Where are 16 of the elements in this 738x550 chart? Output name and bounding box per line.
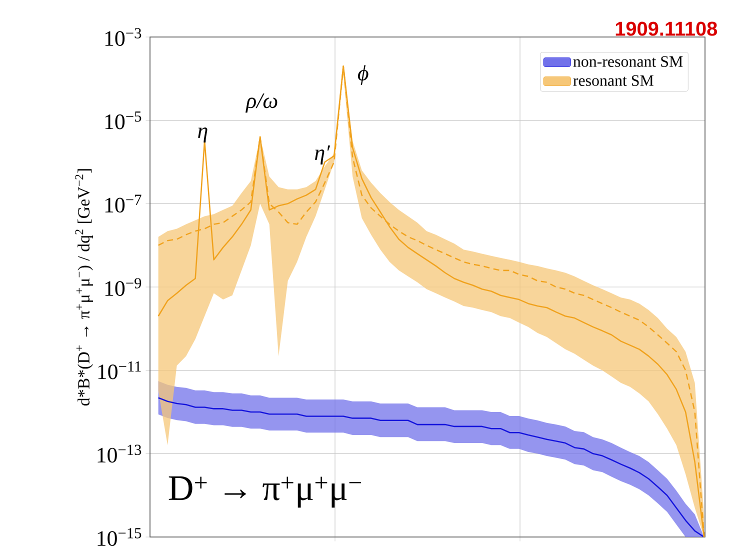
text: 1909.11108 — [616, 22, 718, 36]
y-tick-label: 10$^{−3}$ — [105, 28, 142, 46]
y-tick-label: 10$^{−7}$ — [105, 194, 142, 213]
y-tick-label: 10$^{−5}$ — [105, 111, 142, 130]
legend-label: resonant SM — [573, 75, 654, 86]
text: d*B*(D$^{+}$ → π$^{+}$μ$^{+}$μ$^{−}$) / dq$^{2}$ [GeV$^{−2}$] — [75, 169, 93, 406]
annotation: ϕ — [358, 65, 368, 85]
y-tick-label: 10$^{−9}$ — [105, 278, 142, 296]
y-tick-label: 10$^{−13}$ — [98, 444, 142, 463]
annotation: η′ — [315, 145, 330, 165]
annotation: η — [198, 128, 208, 142]
annotation: ρ/ω — [246, 93, 278, 113]
y-tick-label: 10$^{−11}$ — [98, 361, 141, 380]
y-tick-label: 10$^{−15}$ — [98, 528, 142, 546]
legend-label: non-resonant SM — [573, 56, 683, 67]
annotation: D$^{+}$ → π$^{+}$μ$^{+}$μ$^{−}$ — [168, 476, 362, 508]
